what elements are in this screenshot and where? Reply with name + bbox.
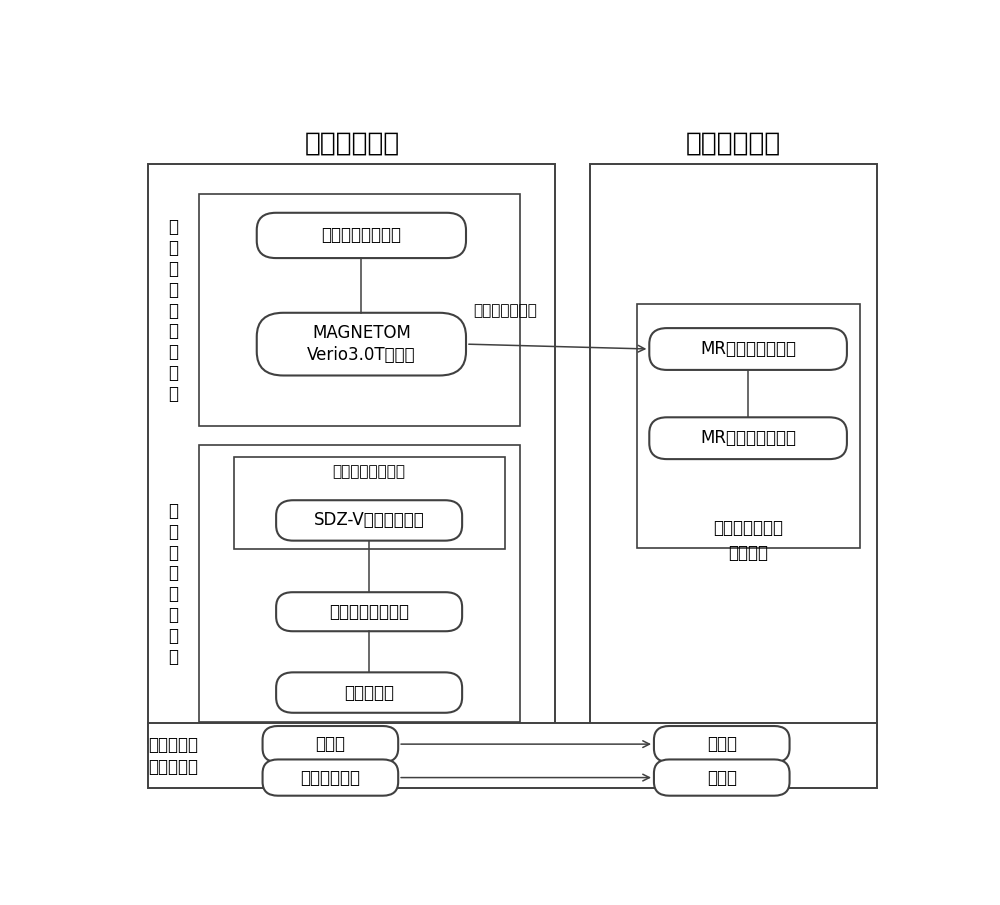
Text: 麦克风: 麦克风: [707, 768, 737, 786]
Text: 头部成像线圈面罩: 头部成像线圈面罩: [321, 226, 401, 244]
Bar: [637, 304, 860, 548]
Bar: [148, 165, 555, 743]
Bar: [199, 445, 520, 722]
Text: 磁
共
振
扫
描
设
备
系
统: 磁 共 振 扫 描 设 备 系 统: [168, 218, 178, 403]
Text: 磁共振扫描室: 磁共振扫描室: [304, 130, 400, 157]
FancyBboxPatch shape: [649, 417, 847, 459]
Text: 图像和数据输出: 图像和数据输出: [473, 303, 537, 319]
FancyBboxPatch shape: [257, 213, 466, 258]
Text: 磁共振室声
像监护系统: 磁共振室声 像监护系统: [148, 736, 198, 776]
Text: 金质针灸针: 金质针灸针: [344, 683, 394, 701]
Text: MAGNETOM
Verio3.0T磁共振: MAGNETOM Verio3.0T磁共振: [307, 324, 416, 364]
Bar: [199, 194, 520, 425]
FancyBboxPatch shape: [276, 500, 462, 540]
FancyBboxPatch shape: [654, 759, 790, 795]
Text: 磁共振数据采集
分析系统: 磁共振数据采集 分析系统: [713, 519, 783, 562]
Text: MR数据分析工作站: MR数据分析工作站: [700, 429, 796, 447]
FancyBboxPatch shape: [263, 759, 398, 795]
Bar: [590, 165, 877, 743]
FancyBboxPatch shape: [654, 726, 790, 762]
FancyBboxPatch shape: [649, 329, 847, 370]
Text: 磁共振操作室: 磁共振操作室: [686, 130, 781, 157]
Text: 电
针
刺
激
输
出
系
统: 电 针 刺 激 输 出 系 统: [168, 502, 178, 666]
Text: MR图像采集工作站: MR图像采集工作站: [700, 340, 796, 358]
Text: SDZ-V型电子针疗仪: SDZ-V型电子针疗仪: [314, 511, 424, 529]
Text: 铜质导线、鳄嘴夹: 铜质导线、鳄嘴夹: [329, 603, 409, 621]
FancyBboxPatch shape: [263, 726, 398, 762]
Text: 摄像头: 摄像头: [315, 735, 345, 753]
Bar: [234, 457, 505, 549]
FancyBboxPatch shape: [276, 592, 462, 632]
FancyBboxPatch shape: [257, 313, 466, 376]
Text: 钢质电针仪屏蔽盒: 钢质电针仪屏蔽盒: [333, 464, 406, 479]
Bar: [148, 723, 877, 788]
Text: 语音提示喇叭: 语音提示喇叭: [300, 768, 360, 786]
Text: 监视器: 监视器: [707, 735, 737, 753]
FancyBboxPatch shape: [276, 672, 462, 713]
